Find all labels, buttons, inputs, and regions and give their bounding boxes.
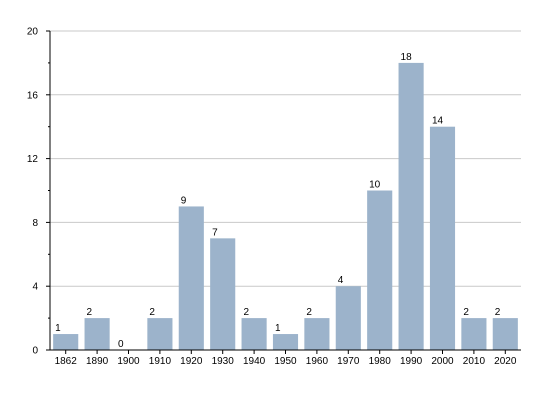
x-tick-label-2010: 2010 [463, 356, 486, 367]
bar-2020 [492, 318, 518, 350]
y-tick-label: 4 [32, 282, 38, 293]
bar-1930 [210, 238, 236, 350]
value-label-1940: 2 [244, 307, 250, 318]
y-tick-label: 8 [32, 218, 38, 229]
x-tick-label-1900: 1900 [117, 356, 140, 367]
bar-1970 [335, 286, 361, 350]
x-tick-label-2020: 2020 [494, 356, 517, 367]
value-label-1960: 2 [306, 307, 312, 318]
value-label-1980: 10 [369, 180, 381, 191]
bar-1862 [53, 334, 79, 350]
bar-1920 [178, 206, 204, 350]
bar-1910 [147, 318, 173, 350]
x-tick-label-1990: 1990 [400, 356, 423, 367]
bars [53, 62, 518, 351]
bar-1890 [84, 318, 110, 350]
y-tick-label: 16 [27, 90, 39, 101]
x-tick-labels: 1862 1890 1900 1910 1920 1930 1940 1950 1960 1970… [55, 350, 517, 367]
value-label-1990: 18 [401, 52, 413, 63]
bar-1990 [398, 62, 424, 351]
x-tick-label-1970: 1970 [337, 356, 360, 367]
x-tick-label-2000: 2000 [431, 356, 454, 367]
y-tick-label: 0 [32, 346, 38, 357]
value-label-1890: 2 [87, 307, 93, 318]
y-tick-labels: 0 4 8 12 16 20 [27, 27, 50, 357]
x-tick-label-1862: 1862 [55, 356, 78, 367]
value-label-2020: 2 [495, 307, 501, 318]
x-tick-label-1950: 1950 [274, 356, 297, 367]
value-label-1920: 9 [181, 195, 187, 206]
x-tick-label-1890: 1890 [86, 356, 109, 367]
x-tick-label-1910: 1910 [149, 356, 172, 367]
value-label-2000: 14 [432, 116, 444, 127]
bar-1950 [272, 334, 299, 350]
value-label-1862: 1 [55, 323, 61, 334]
y-tick-label: 20 [27, 27, 39, 38]
value-label-1910: 2 [149, 307, 155, 318]
bar-1980 [367, 190, 393, 350]
bar-1960 [304, 318, 330, 350]
x-tick-label-1940: 1940 [243, 356, 266, 367]
value-label-1950: 1 [275, 323, 281, 334]
bar-2010 [461, 318, 487, 350]
bar-1940 [241, 318, 267, 350]
value-label-1970: 4 [338, 275, 344, 286]
bar-2000 [429, 126, 456, 350]
x-tick-label-1980: 1980 [369, 356, 392, 367]
value-label-1900: 0 [118, 339, 124, 350]
value-label-2010: 2 [463, 307, 469, 318]
x-tick-label-1930: 1930 [212, 356, 235, 367]
x-tick-label-1960: 1960 [306, 356, 329, 367]
x-tick-label-1920: 1920 [180, 356, 203, 367]
value-label-1930: 7 [212, 227, 218, 238]
y-tick-label: 12 [27, 154, 39, 165]
value-labels: 1 2 0 2 9 7 2 1 2 4 10 18 14 2 2 [55, 52, 501, 350]
